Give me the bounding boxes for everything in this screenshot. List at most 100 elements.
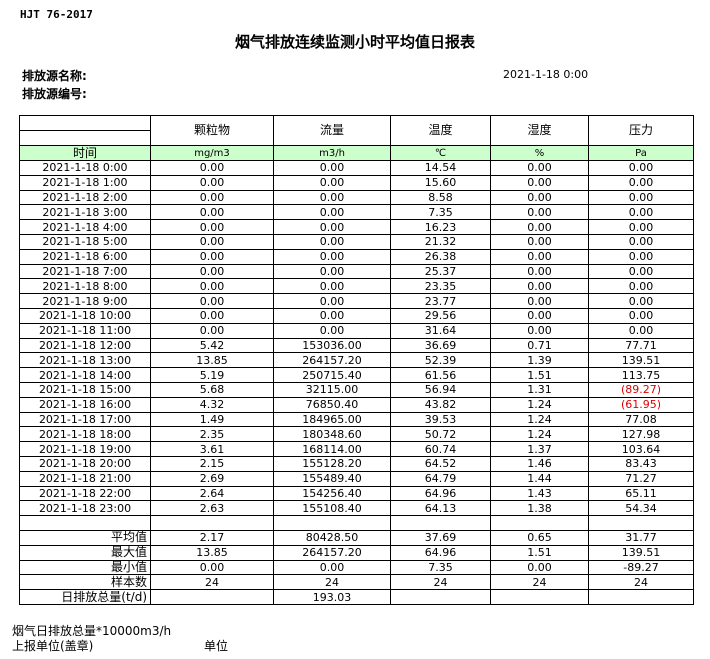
stat-value: 24	[588, 574, 694, 591]
time-cell: 2021-1-18 0:00	[19, 160, 151, 176]
value-cell: 155108.40	[273, 500, 391, 517]
value-cell: 2.63	[150, 500, 274, 517]
stat-value: 1.51	[490, 544, 589, 561]
value-cell: 26.38	[390, 248, 491, 265]
value-cell: 0.00	[588, 263, 694, 280]
value-cell: 1.38	[490, 500, 589, 517]
value-cell: 0.00	[273, 307, 391, 324]
time-cell: 2021-1-18 17:00	[19, 411, 151, 428]
value-cell: 25.37	[390, 263, 491, 280]
value-cell: 0.00	[588, 248, 694, 265]
value-cell: 0.00	[588, 293, 694, 309]
column-header: 颗粒物	[150, 115, 274, 146]
value-cell: 64.13	[390, 500, 491, 517]
time-cell: 2021-1-18 15:00	[19, 381, 151, 398]
table-row: 2021-1-18 7:00 0.00 0.00 25.37 0.00 0.00	[19, 263, 694, 280]
table-row: 2021-1-18 1:00 0.00 0.00 15.60 0.00 0.00	[19, 174, 694, 191]
table-row: 2021-1-18 2:00 0.00 0.00 8.58 0.00 0.00	[19, 189, 694, 206]
stats-row: 样本数 24 24 24 24 24	[19, 574, 694, 591]
value-cell: 0.00	[490, 278, 589, 295]
blank-row	[19, 515, 694, 531]
value-cell: 0.00	[490, 307, 589, 324]
time-cell: 2021-1-18 18:00	[19, 426, 151, 443]
time-cell: 2021-1-18 20:00	[19, 455, 151, 472]
value-cell: 2.64	[150, 485, 274, 502]
table-row: 2021-1-18 11:00 0.00 0.00 31.64 0.00 0.00	[19, 322, 694, 339]
value-cell: 0.00	[150, 233, 274, 250]
value-cell: 0.00	[150, 278, 274, 295]
value-cell: 71.27	[588, 470, 694, 487]
value-cell: 0.00	[588, 278, 694, 295]
standard-code: HJT 76-2017	[20, 8, 93, 21]
value-cell: 0.00	[490, 219, 589, 235]
value-cell: 64.52	[390, 455, 491, 472]
stat-value: 24	[390, 574, 491, 591]
value-cell: 2.35	[150, 426, 274, 443]
stat-label: 平均值	[19, 529, 151, 546]
value-cell: 36.69	[390, 337, 491, 354]
value-cell: 0.00	[273, 219, 391, 235]
value-cell: 180348.60	[273, 426, 391, 443]
table-row: 2021-1-18 16:00 4.32 76850.40 43.82 1.24 (61.…	[19, 396, 694, 413]
value-cell: 83.43	[588, 455, 694, 472]
footer-unit: 单位	[204, 639, 229, 653]
stat-value: 193.03	[273, 589, 391, 605]
value-cell: 0.00	[588, 189, 694, 206]
value-cell: 65.11	[588, 485, 694, 502]
value-cell: 0.00	[273, 278, 391, 295]
value-cell: 54.34	[588, 500, 694, 517]
table-row: 2021-1-18 22:00 2.64 154256.40 64.96 1.43 65.…	[19, 485, 694, 502]
value-cell: 0.00	[588, 233, 694, 250]
value-cell: 0.00	[150, 293, 274, 309]
value-cell: 0.00	[150, 322, 274, 339]
report-date: 2021-1-18 0:00	[503, 68, 589, 81]
blank-cell	[588, 515, 694, 531]
value-cell: 154256.40	[273, 485, 391, 502]
table-row: 2021-1-18 8:00 0.00 0.00 23.35 0.00 0.00	[19, 278, 694, 295]
value-cell: 153036.00	[273, 337, 391, 354]
time-cell: 2021-1-18 16:00	[19, 396, 151, 413]
stat-label: 样本数	[19, 574, 151, 591]
time-cell: 2021-1-18 4:00	[19, 219, 151, 235]
time-cell: 2021-1-18 5:00	[19, 233, 151, 250]
table-row: 2021-1-18 5:00 0.00 0.00 21.32 0.00 0.00	[19, 233, 694, 250]
value-cell: 0.00	[150, 174, 274, 191]
table-row: 2021-1-18 15:00 5.68 32115.00 56.94 1.31 (89.…	[19, 381, 694, 398]
table-row: 2021-1-18 4:00 0.00 0.00 16.23 0.00 0.00	[19, 219, 694, 235]
time-cell: 2021-1-18 1:00	[19, 174, 151, 191]
stat-value: -89.27	[588, 559, 694, 576]
unit-cell: mg/m3	[150, 145, 274, 161]
stat-value: 0.00	[150, 559, 274, 576]
header-row: 颗粒物 流量 温度 湿度 压力	[19, 115, 694, 146]
unit-cell: %	[490, 145, 589, 161]
value-cell: 113.75	[588, 367, 694, 383]
stats-row: 日排放总量(t/d) 193.03	[19, 589, 694, 605]
value-cell: 5.42	[150, 337, 274, 354]
column-header: 温度	[390, 115, 491, 146]
value-cell: 0.71	[490, 337, 589, 354]
table-row: 2021-1-18 14:00 5.19 250715.40 61.56 1.51 113…	[19, 367, 694, 383]
value-cell: 0.00	[150, 307, 274, 324]
table-row: 2021-1-18 13:00 13.85 264157.20 52.39 1.39 13…	[19, 352, 694, 369]
stat-value: 80428.50	[273, 529, 391, 546]
table-row: 2021-1-18 9:00 0.00 0.00 23.77 0.00 0.00	[19, 293, 694, 309]
time-cell: 2021-1-18 13:00	[19, 352, 151, 369]
stat-value: 139.51	[588, 544, 694, 561]
value-cell: 5.68	[150, 381, 274, 398]
time-cell: 2021-1-18 8:00	[19, 278, 151, 295]
value-cell: 43.82	[390, 396, 491, 413]
stat-value: 64.96	[390, 544, 491, 561]
value-cell: 1.39	[490, 352, 589, 369]
value-cell: 4.32	[150, 396, 274, 413]
value-cell: 1.31	[490, 381, 589, 398]
blank-cell	[150, 515, 274, 531]
value-cell: 3.61	[150, 441, 274, 457]
value-cell: 0.00	[273, 263, 391, 280]
header-blank-cell	[19, 115, 151, 146]
table-row: 2021-1-18 6:00 0.00 0.00 26.38 0.00 0.00	[19, 248, 694, 265]
value-cell: 0.00	[490, 322, 589, 339]
stat-value	[150, 589, 274, 605]
value-cell: 1.37	[490, 441, 589, 457]
table-row: 2021-1-18 23:00 2.63 155108.40 64.13 1.38 54.…	[19, 500, 694, 517]
value-cell: 0.00	[490, 204, 589, 221]
